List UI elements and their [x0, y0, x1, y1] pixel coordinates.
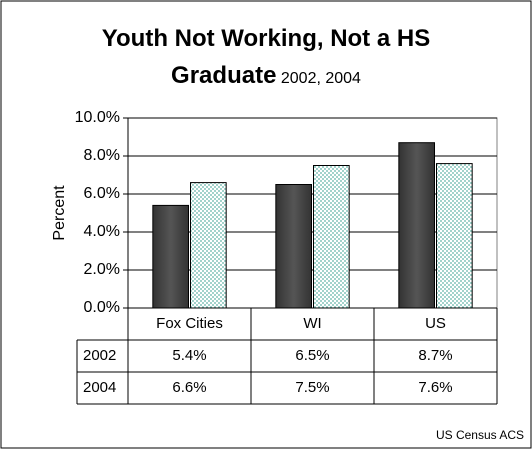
source: US Census ACS [436, 428, 524, 442]
y-tick-label: 10.0% [75, 109, 120, 126]
data-label: 5.4% [172, 347, 206, 364]
legend-label: 2002 [83, 347, 116, 364]
bar [275, 184, 312, 309]
y-tick-label: 2.0% [84, 261, 120, 278]
bar [152, 204, 189, 309]
y-axis-label: Percent [51, 185, 68, 241]
data-label: 6.5% [295, 347, 329, 364]
bar [436, 163, 473, 309]
data-label: 7.6% [418, 379, 452, 396]
x-tick-label: WI [303, 315, 321, 332]
chart-title: Youth Not Working, Not a HS Graduate [101, 25, 431, 89]
x-tick-label: US [425, 315, 446, 332]
data-label: 6.6% [172, 379, 206, 396]
plot-area [127, 117, 498, 309]
y-tick-label: 4.0% [84, 223, 120, 240]
title-block: Youth Not Working, Not a HS Graduate 200… [56, 22, 476, 96]
y-tick-label: 8.0% [84, 147, 120, 164]
chart-subtitle: 2002, 2004 [280, 70, 361, 87]
legend-label: 2004 [83, 379, 116, 396]
bar [398, 142, 435, 309]
y-tick-label: 6.0% [84, 185, 120, 202]
y-tick-label: 0.0% [84, 299, 120, 316]
bar [313, 165, 350, 309]
bar [190, 182, 227, 309]
data-label: 7.5% [295, 379, 329, 396]
x-tick-label: Fox Cities [156, 315, 223, 332]
data-label: 8.7% [418, 347, 452, 364]
